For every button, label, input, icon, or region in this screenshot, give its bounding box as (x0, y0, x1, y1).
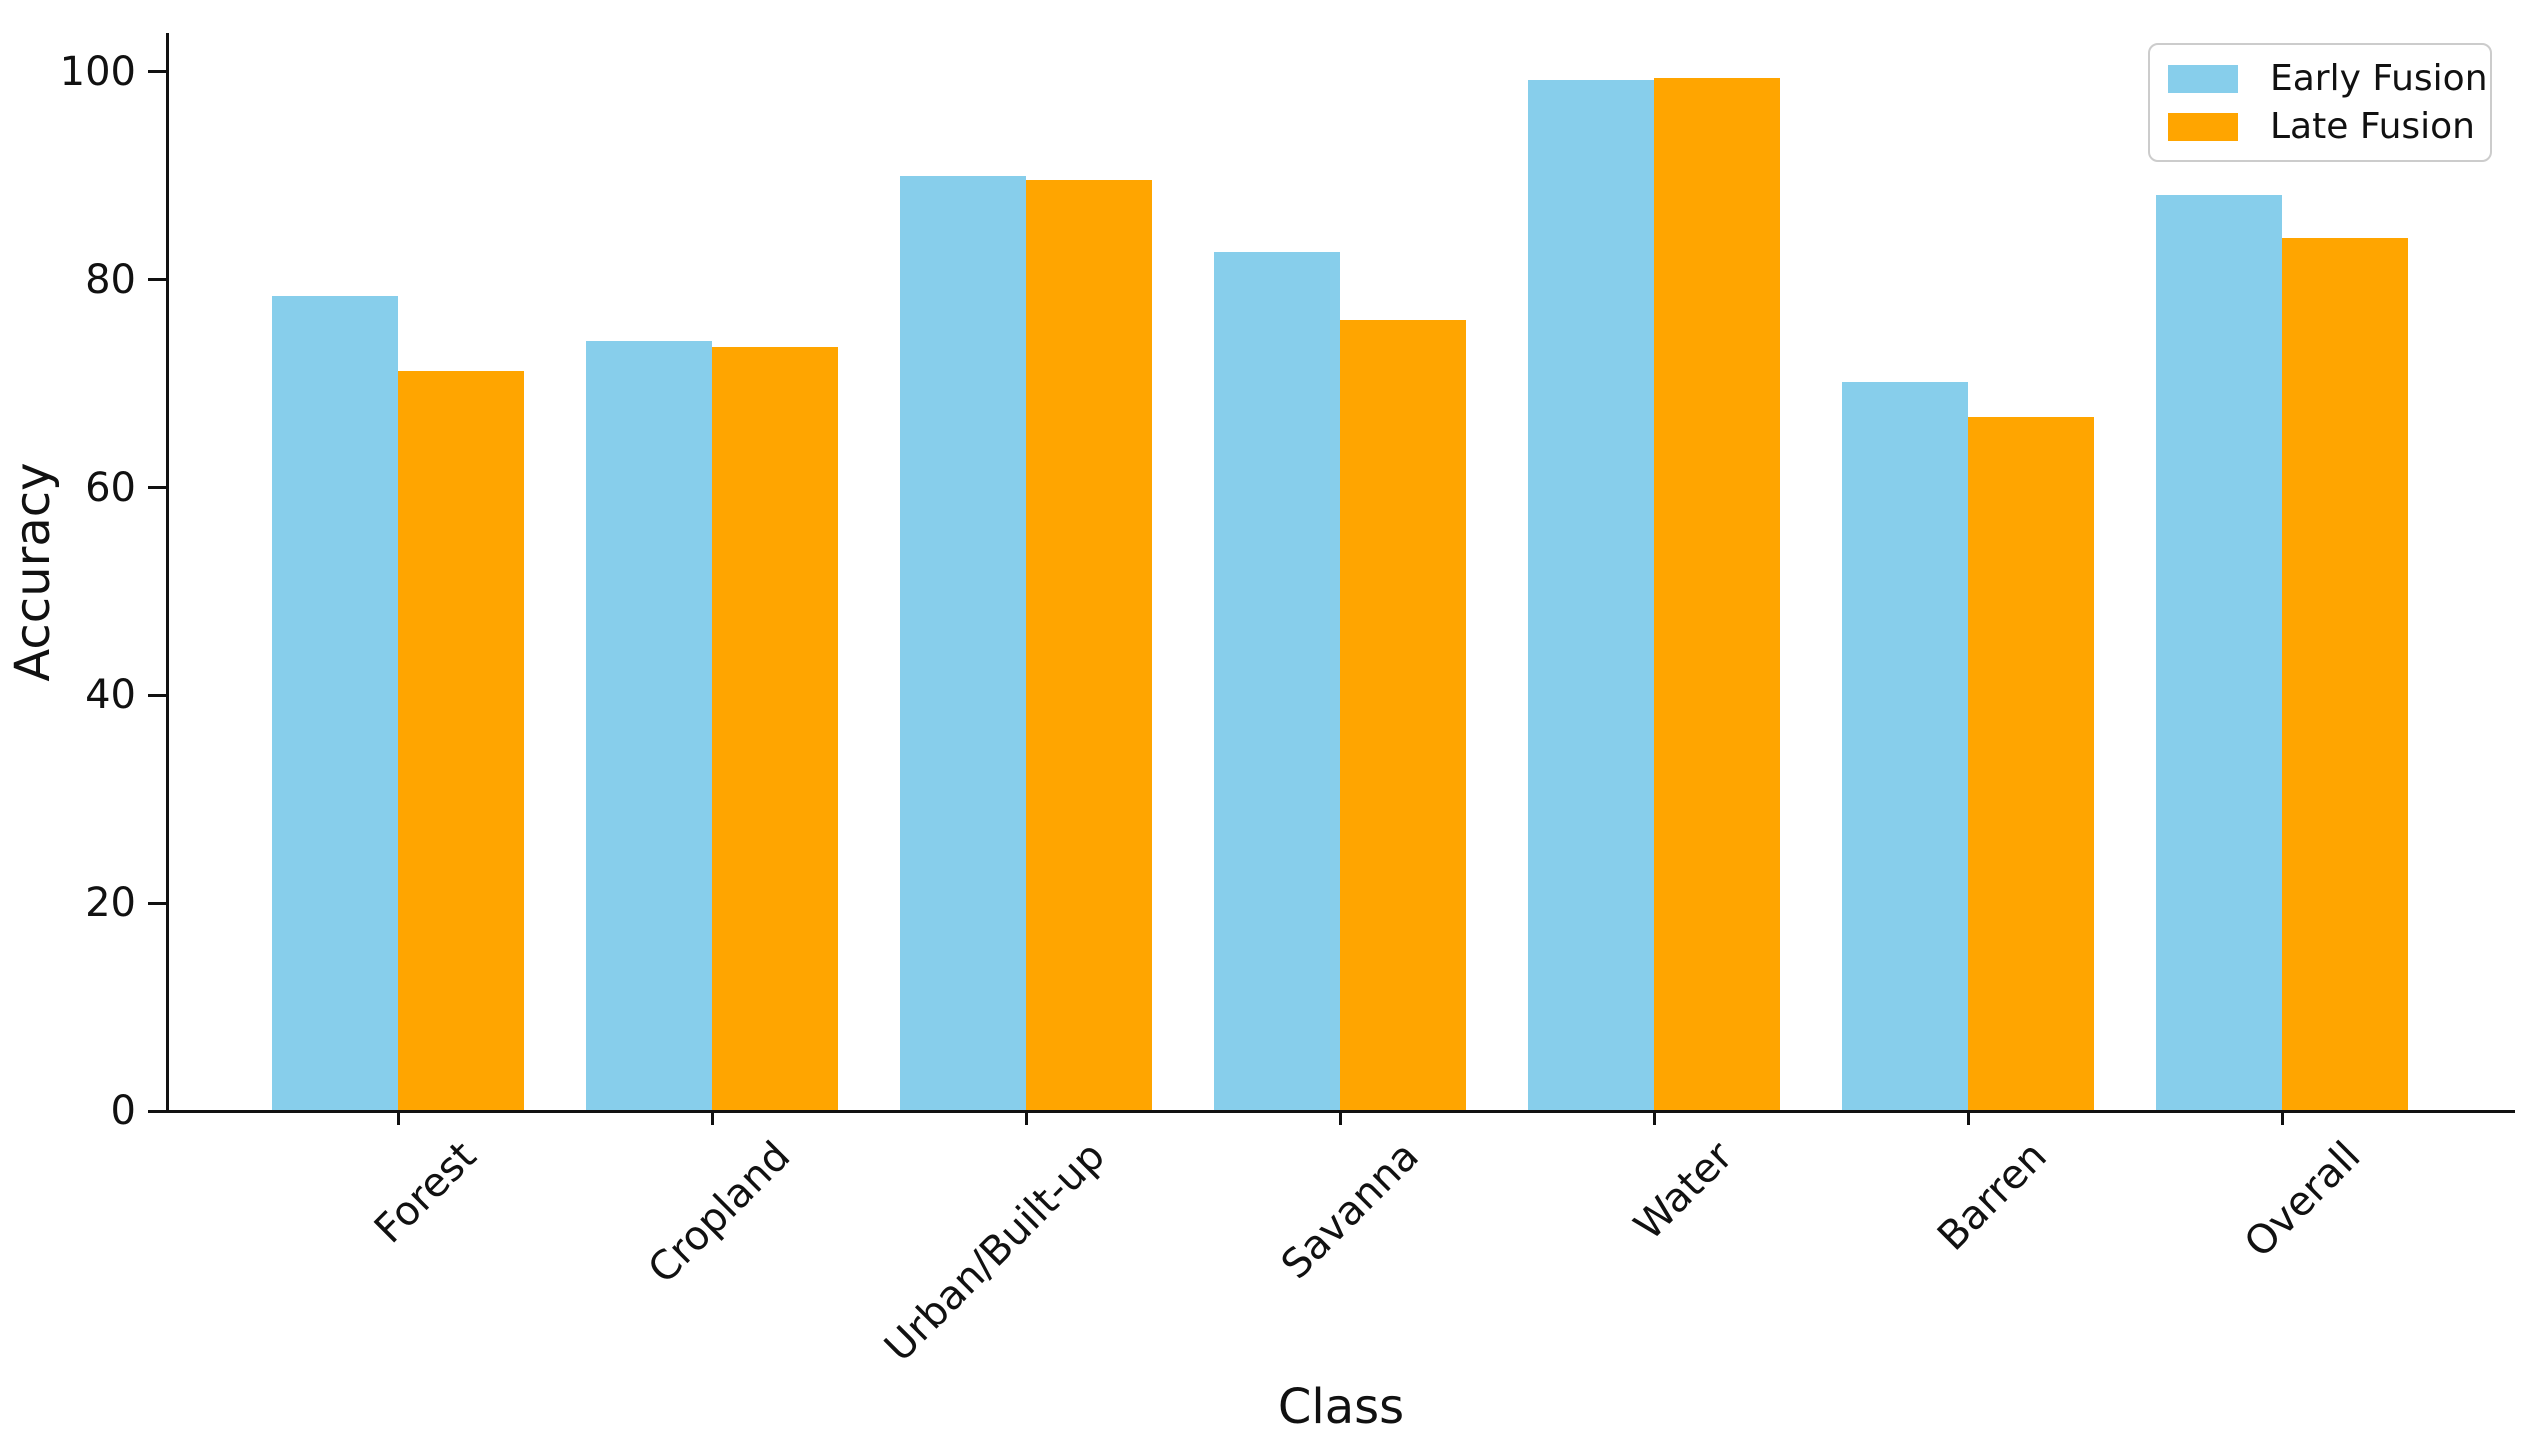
bar-early-fusion-cropland (586, 341, 712, 1111)
x-tick-label-forest: Forest (366, 1133, 486, 1253)
x-axis-title: Class (1277, 1379, 1405, 1435)
legend-item-late-fusion: Late Fusion (2168, 106, 2475, 147)
late-fusion-swatch (2168, 112, 2238, 141)
y-axis-title: Accuracy (5, 462, 61, 682)
bar-late-fusion-water (1654, 78, 1780, 1111)
x-tick-label-cropland: Cropland (639, 1133, 800, 1293)
y-tick-20 (148, 901, 168, 905)
y-axis-line (166, 33, 169, 1111)
x-tick-urban-built-up (1024, 1111, 1028, 1125)
y-tick-100 (148, 70, 168, 74)
bar-early-fusion-urban-built-up (900, 175, 1026, 1111)
x-tick-forest (396, 1111, 400, 1125)
y-tick-60 (148, 486, 168, 490)
y-tick-label-0: 0 (110, 1088, 136, 1134)
bar-early-fusion-savanna (1214, 251, 1340, 1111)
bar-late-fusion-savanna (1340, 320, 1466, 1111)
legend-label-late-fusion: Late Fusion (2270, 106, 2475, 147)
bar-early-fusion-barren (1842, 381, 1968, 1111)
y-tick-label-100: 100 (59, 48, 136, 95)
x-tick-cropland (710, 1111, 714, 1125)
bar-early-fusion-overall (2156, 194, 2282, 1111)
x-tick-barren (1966, 1111, 1970, 1125)
x-tick-label-urban-built-up: Urban/Built-up (875, 1133, 1114, 1371)
legend-label-early-fusion: Early Fusion (2270, 58, 2488, 99)
bar-late-fusion-overall (2282, 238, 2408, 1111)
legend: Early Fusion Late Fusion (2148, 43, 2492, 162)
x-tick-label-savanna: Savanna (1272, 1133, 1428, 1289)
x-tick-savanna (1338, 1111, 1342, 1125)
bar-early-fusion-forest (272, 296, 398, 1111)
y-tick-label-20: 20 (85, 880, 136, 927)
y-tick-label-80: 80 (85, 256, 136, 303)
x-tick-label-barren: Barren (1928, 1133, 2056, 1260)
y-tick-label-40: 40 (85, 672, 136, 719)
bar-late-fusion-cropland (712, 347, 838, 1111)
x-tick-water (1652, 1111, 1656, 1125)
bar-late-fusion-forest (398, 371, 524, 1111)
bar-late-fusion-barren (1968, 416, 2094, 1111)
y-tick-40 (148, 693, 168, 697)
x-tick-label-overall: Overall (2235, 1133, 2370, 1267)
legend-item-early-fusion: Early Fusion (2168, 58, 2488, 99)
x-tick-label-water: Water (1625, 1133, 1742, 1250)
y-tick-label-60: 60 (85, 464, 136, 511)
plot-area: 0 20 40 60 80 100 Forest Cropland Urban/Built-u… (60, 33, 2515, 1371)
y-tick-80 (148, 278, 168, 282)
x-tick-overall (2280, 1111, 2284, 1125)
bar-late-fusion-urban-built-up (1026, 180, 1152, 1111)
y-tick-0 (148, 1109, 168, 1113)
early-fusion-swatch (2168, 64, 2238, 93)
bar-early-fusion-water (1528, 80, 1654, 1111)
